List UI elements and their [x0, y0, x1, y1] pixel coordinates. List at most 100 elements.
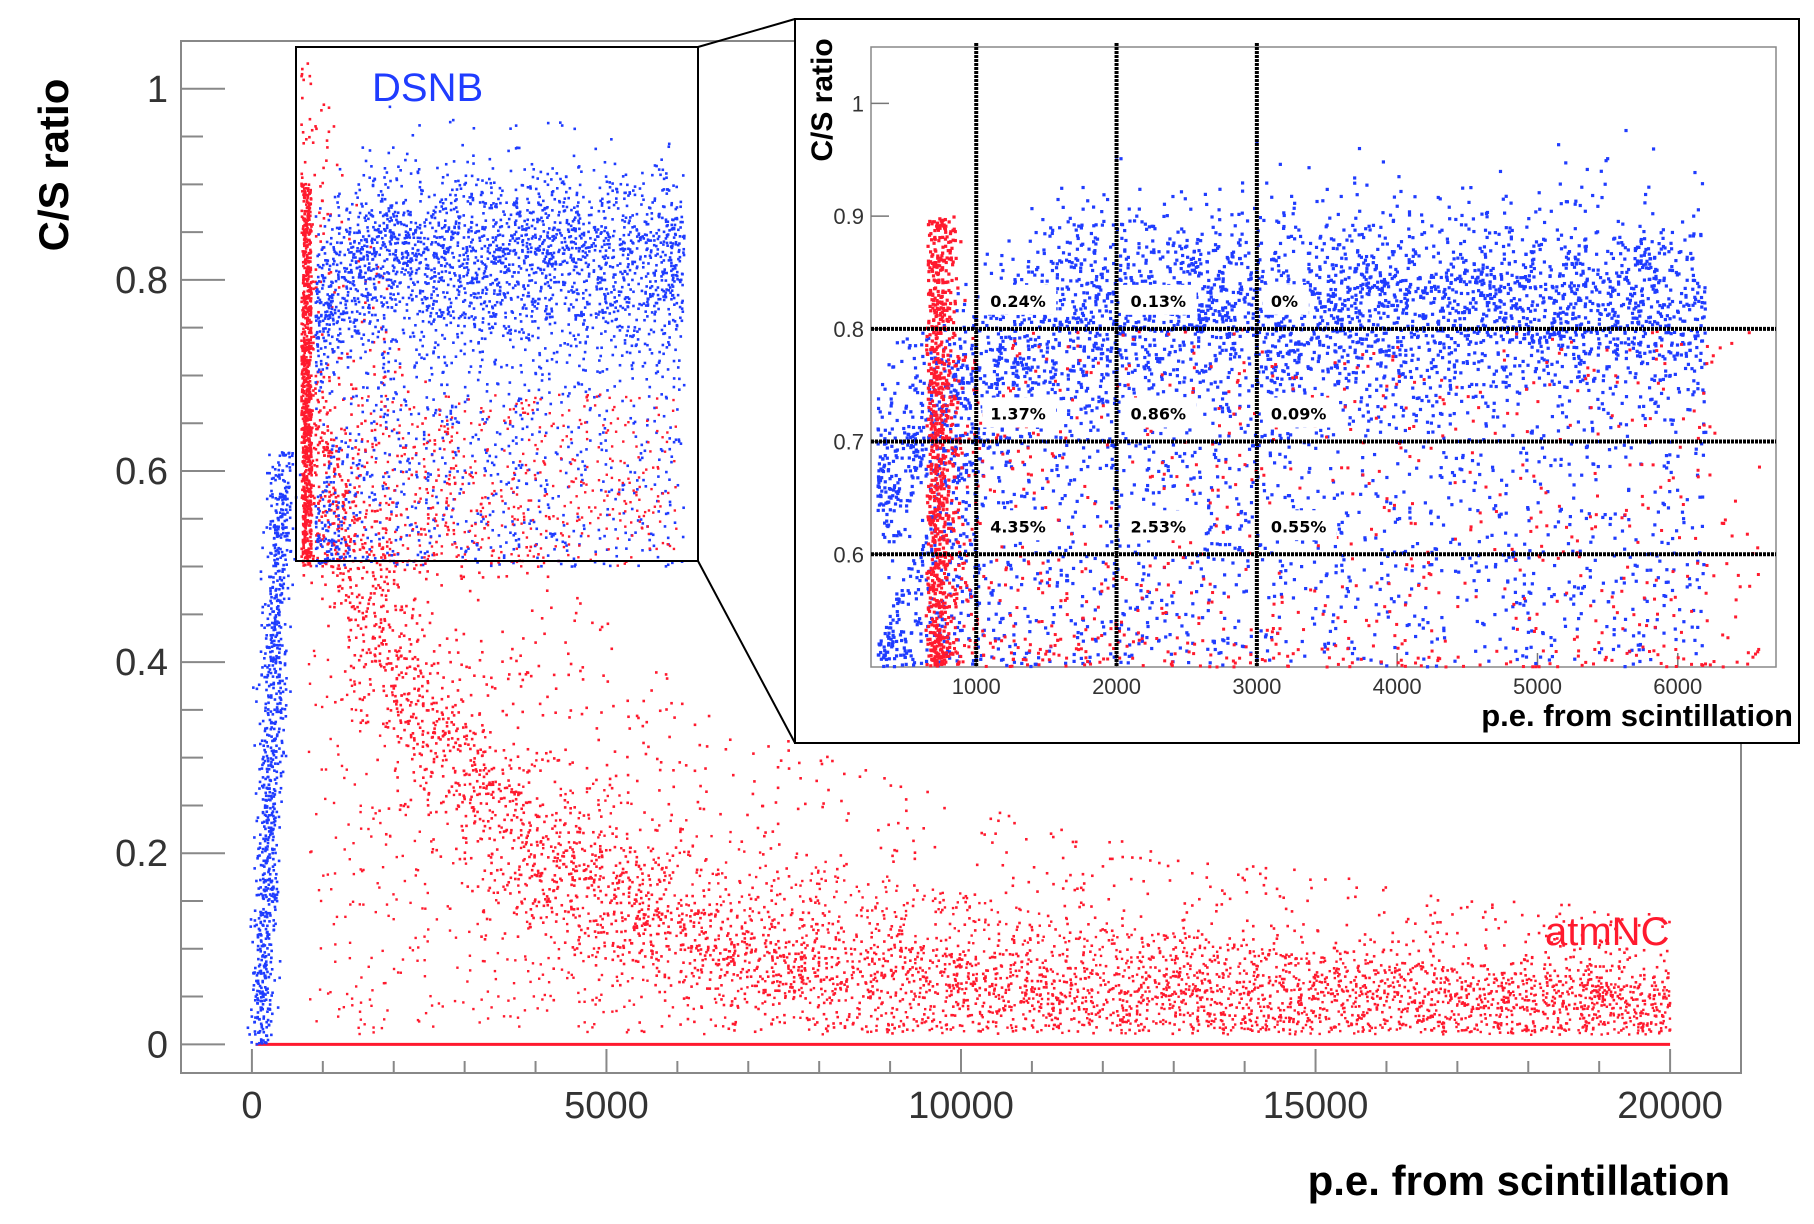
- atmnc-point: [321, 511, 325, 514]
- atmnc-point: [306, 495, 309, 499]
- atmnc-point: [517, 791, 520, 794]
- atmnc-point: [755, 984, 758, 988]
- atmnc-point: [301, 281, 305, 285]
- atmnc-point: [300, 74, 303, 78]
- atmnc-point: [448, 482, 451, 486]
- atmnc-point: [567, 673, 570, 677]
- atmnc-point: [1200, 982, 1204, 985]
- atmnc-point: [418, 752, 422, 755]
- atmnc-point: [1448, 999, 1452, 1002]
- atmnc-point: [745, 930, 748, 933]
- atmnc-point: [597, 946, 601, 950]
- atmnc-point: [1203, 946, 1207, 950]
- atmnc-point: [1033, 987, 1037, 991]
- atmnc-point: [318, 441, 321, 445]
- atmnc-point: [1362, 1014, 1366, 1018]
- atmnc-point: [1556, 974, 1560, 978]
- atmnc-point: [602, 876, 605, 880]
- atmnc-point: [569, 811, 572, 815]
- atmnc-point: [1459, 996, 1463, 999]
- atmnc-point: [682, 961, 685, 964]
- atmnc-point: [337, 539, 340, 542]
- atmnc-point: [1343, 975, 1347, 978]
- atmnc-point: [1585, 1028, 1588, 1031]
- atmnc-point: [325, 139, 329, 142]
- atmnc-point: [504, 829, 508, 833]
- atmnc-point: [362, 546, 366, 550]
- atmnc-point: [470, 795, 473, 799]
- atmnc-point: [1553, 969, 1557, 973]
- atmnc-point: [1606, 1032, 1610, 1035]
- atmnc-point: [1292, 1017, 1295, 1021]
- atmnc-point: [314, 424, 318, 427]
- atmnc-point: [1102, 1003, 1106, 1006]
- atmnc-point: [733, 961, 736, 965]
- atmnc-point: [843, 1026, 847, 1030]
- atmnc-point: [1135, 973, 1139, 976]
- atmnc-point: [1120, 840, 1124, 843]
- atmnc-point: [791, 943, 795, 947]
- atmnc-point: [420, 533, 423, 536]
- atmnc-point: [340, 587, 344, 590]
- atmnc-point: [1182, 926, 1185, 930]
- atmnc-point: [776, 765, 780, 769]
- atmnc-point: [1310, 1020, 1314, 1024]
- atmnc-point: [855, 933, 858, 936]
- atmnc-point: [821, 993, 824, 996]
- atmnc-point: [1137, 1024, 1140, 1027]
- atmnc-point: [341, 578, 345, 582]
- atmnc-point: [364, 448, 367, 452]
- atmnc-point: [447, 528, 450, 532]
- atmnc-point: [1064, 995, 1068, 999]
- atmnc-point: [454, 936, 458, 939]
- atmnc-point: [1407, 972, 1410, 976]
- atmnc-point: [804, 956, 807, 960]
- atmnc-point: [509, 831, 513, 835]
- atmnc-point: [317, 485, 321, 489]
- atmnc-point: [776, 956, 779, 959]
- atmnc-point: [324, 514, 327, 517]
- atmnc-point: [1032, 1007, 1036, 1011]
- atmnc-point: [439, 801, 443, 805]
- atmnc-point: [1603, 1021, 1606, 1024]
- atmnc-point: [401, 373, 404, 377]
- atmnc-point: [311, 223, 314, 226]
- atmnc-point: [819, 978, 823, 982]
- atmnc-point: [1611, 993, 1614, 997]
- atmnc-point: [679, 920, 682, 924]
- atmnc-point: [353, 607, 357, 611]
- atmnc-point: [967, 972, 970, 975]
- atmnc-point: [1242, 1017, 1245, 1021]
- atmnc-point: [301, 67, 304, 71]
- atmnc-point: [1093, 916, 1097, 920]
- atmnc-point: [1002, 999, 1006, 1003]
- atmnc-point: [1564, 975, 1568, 978]
- atmnc-point: [763, 905, 766, 909]
- atmnc-point: [697, 949, 700, 952]
- atmnc-point: [379, 575, 383, 579]
- atmnc-point: [1295, 957, 1298, 960]
- atmnc-point: [518, 766, 521, 770]
- atmnc-point: [417, 689, 420, 692]
- atmnc-point: [720, 983, 723, 987]
- atmnc-point: [1278, 981, 1281, 985]
- atmnc-point: [693, 913, 696, 916]
- atmnc-point: [448, 929, 452, 932]
- atmnc-point: [994, 977, 998, 980]
- atmnc-point: [877, 929, 881, 932]
- atmnc-point: [1237, 965, 1240, 968]
- atmnc-point: [725, 970, 729, 974]
- atmnc-point: [1430, 963, 1434, 967]
- atmnc-point: [423, 958, 426, 962]
- atmnc-point: [934, 954, 938, 957]
- atmnc-point: [1187, 988, 1191, 991]
- atmnc-point: [421, 695, 424, 699]
- atmnc-point: [340, 527, 344, 531]
- atmnc-point: [880, 1014, 883, 1017]
- atmnc-point: [1096, 973, 1100, 976]
- atmnc-point: [777, 984, 781, 988]
- atmnc-point: [360, 320, 364, 324]
- atmnc-point: [1067, 939, 1071, 943]
- atmnc-point: [1292, 975, 1296, 978]
- atmnc-point: [302, 574, 306, 577]
